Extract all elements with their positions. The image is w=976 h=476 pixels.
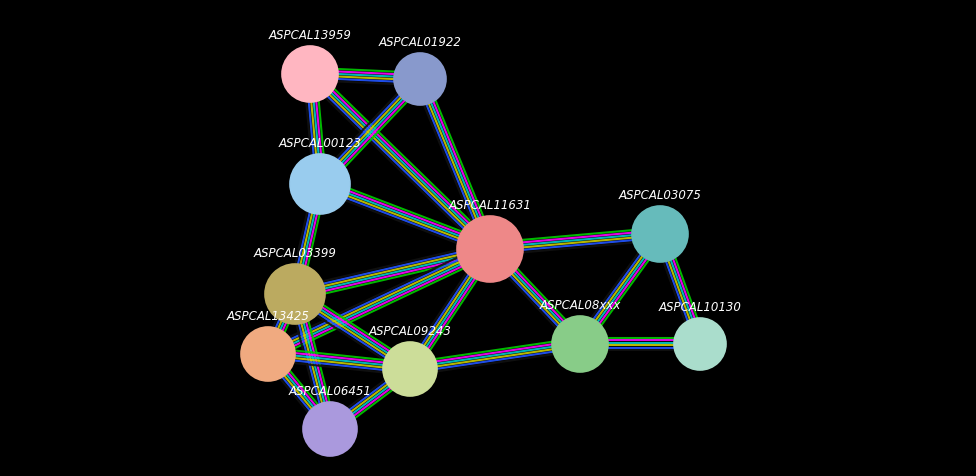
Text: ASPCAL13425: ASPCAL13425	[226, 309, 309, 322]
Text: ASPCAL00123: ASPCAL00123	[278, 137, 361, 149]
Text: ASPCAL13959: ASPCAL13959	[268, 29, 351, 42]
Circle shape	[241, 327, 295, 381]
Circle shape	[383, 342, 437, 396]
Text: ASPCAL01922: ASPCAL01922	[379, 36, 462, 49]
Circle shape	[457, 217, 523, 282]
Text: ASPCAL09243: ASPCAL09243	[369, 324, 452, 337]
Text: ASPCAL10130: ASPCAL10130	[659, 300, 742, 313]
Circle shape	[265, 265, 325, 324]
Circle shape	[303, 402, 357, 456]
Circle shape	[290, 155, 350, 215]
Circle shape	[552, 317, 608, 372]
Text: ASPCAL03075: ASPCAL03075	[619, 188, 702, 201]
Circle shape	[632, 207, 688, 262]
Text: ASPCAL08xxx: ASPCAL08xxx	[540, 298, 621, 311]
Circle shape	[282, 47, 338, 103]
Text: ASPCAL11631: ASPCAL11631	[449, 198, 532, 211]
Text: ASPCAL06451: ASPCAL06451	[289, 384, 372, 397]
Circle shape	[674, 318, 726, 370]
Circle shape	[394, 54, 446, 106]
Text: ASPCAL03399: ASPCAL03399	[254, 247, 337, 259]
